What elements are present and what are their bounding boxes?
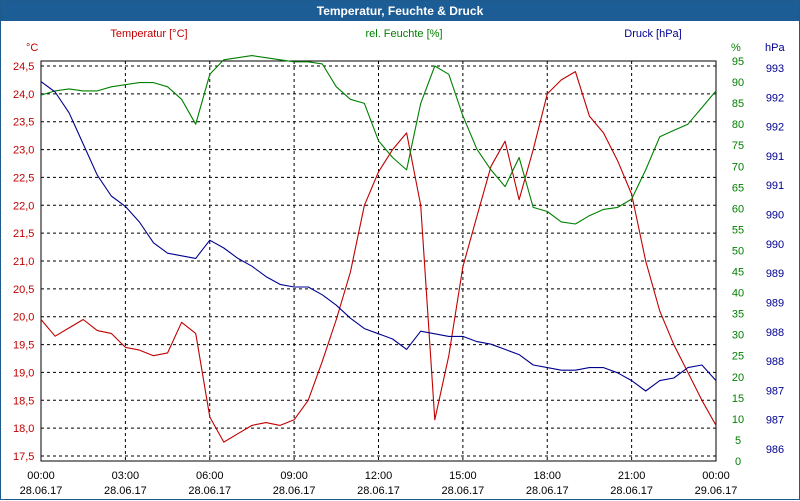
pressure-tick-label: 991 (766, 180, 784, 192)
temperature-tick-label: 20,0 (13, 312, 34, 324)
humidity-tick-label: 0 (735, 456, 741, 468)
x-tick-time: 00:00 (702, 470, 730, 482)
humidity-tick-label: 50 (732, 245, 744, 257)
humidity-tick-label: 15 (732, 393, 744, 405)
pressure-tick-label: 988 (766, 327, 784, 339)
temperature-tick-label: 23,0 (13, 145, 34, 157)
humidity-tick-label: 35 (732, 309, 744, 321)
temperature-axis-title: Temperatur [°C] (110, 28, 187, 40)
pressure-tick-label: 989 (766, 297, 784, 309)
humidity-tick-label: 95 (732, 56, 744, 68)
humidity-series-line (40, 55, 717, 225)
humidity-tick-label: 75 (732, 140, 744, 152)
pressure-series-line (40, 81, 717, 392)
pressure-tick-label: 990 (766, 239, 784, 251)
temperature-tick-label: 19,0 (13, 367, 34, 379)
x-tick-date: 28.06.17 (441, 485, 484, 497)
pressure-tick-label: 993 (766, 63, 784, 75)
humidity-tick-label: 30 (732, 330, 744, 342)
pressure-tick-label: 992 (766, 122, 784, 134)
temperature-tick-label: 19,5 (13, 340, 34, 352)
pressure-tick-label: 992 (766, 92, 784, 104)
pressure-axis-title: Druck [hPa] (624, 28, 681, 40)
x-tick-time: 15:00 (449, 470, 477, 482)
temperature-tick-label: 20,5 (13, 284, 34, 296)
x-tick-date: 28.06.17 (273, 485, 316, 497)
x-tick-time: 18:00 (533, 470, 561, 482)
x-tick-date: 28.06.17 (610, 485, 653, 497)
humidity-tick-label: 5 (735, 435, 741, 447)
pressure-tick-label: 990 (766, 210, 784, 222)
humidity-axis-title: rel. Feuchte [%] (365, 28, 442, 40)
pressure-tick-label: 988 (766, 356, 784, 368)
x-tick-date: 28.06.17 (526, 485, 569, 497)
temperature-tick-label: 21,0 (13, 256, 34, 268)
humidity-tick-label: 60 (732, 203, 744, 215)
x-tick-time: 06:00 (196, 470, 224, 482)
x-tick-time: 21:00 (618, 470, 646, 482)
x-tick-date: 28.06.17 (188, 485, 231, 497)
x-tick-time: 00:00 (27, 470, 55, 482)
temperature-tick-label: 22,0 (13, 200, 34, 212)
x-tick-date: 28.06.17 (357, 485, 400, 497)
x-tick-date: 29.06.17 (695, 485, 738, 497)
temperature-tick-label: 23,5 (13, 117, 34, 129)
humidity-unit-label: % (731, 42, 741, 54)
x-tick-date: 28.06.17 (20, 485, 63, 497)
pressure-tick-label: 989 (766, 268, 784, 280)
pressure-tick-label: 987 (766, 415, 784, 427)
humidity-tick-label: 70 (732, 161, 744, 173)
pressure-tick-label: 991 (766, 151, 784, 163)
temperature-tick-label: 24,5 (13, 61, 34, 73)
humidity-tick-label: 45 (732, 267, 744, 279)
pressure-unit-label: hPa (765, 42, 785, 54)
pressure-tick-label: 987 (766, 385, 784, 397)
chart-title-bar: Temperatur, Feuchte & Druck (1, 1, 799, 21)
humidity-tick-label: 65 (732, 182, 744, 194)
temperature-tick-label: 17,5 (13, 451, 34, 463)
temperature-tick-label: 24,0 (13, 89, 34, 101)
humidity-tick-label: 80 (732, 119, 744, 131)
humidity-tick-label: 55 (732, 224, 744, 236)
x-tick-date: 28.06.17 (104, 485, 147, 497)
temperature-tick-label: 21,5 (13, 228, 34, 240)
humidity-tick-label: 20 (732, 372, 744, 384)
humidity-tick-label: 85 (732, 98, 744, 110)
x-tick-time: 03:00 (112, 470, 140, 482)
humidity-tick-label: 25 (732, 351, 744, 363)
temperature-tick-label: 22,5 (13, 172, 34, 184)
temperature-unit-label: °C (26, 42, 38, 54)
pressure-tick-label: 986 (766, 444, 784, 456)
humidity-tick-label: 90 (732, 77, 744, 89)
temperature-tick-label: 18,0 (13, 423, 34, 435)
x-tick-time: 09:00 (280, 470, 308, 482)
x-tick-time: 12:00 (365, 470, 393, 482)
humidity-tick-label: 10 (732, 414, 744, 426)
humidity-tick-label: 40 (732, 288, 744, 300)
temperature-tick-label: 18,5 (13, 395, 34, 407)
temperature-series-line (40, 71, 717, 443)
